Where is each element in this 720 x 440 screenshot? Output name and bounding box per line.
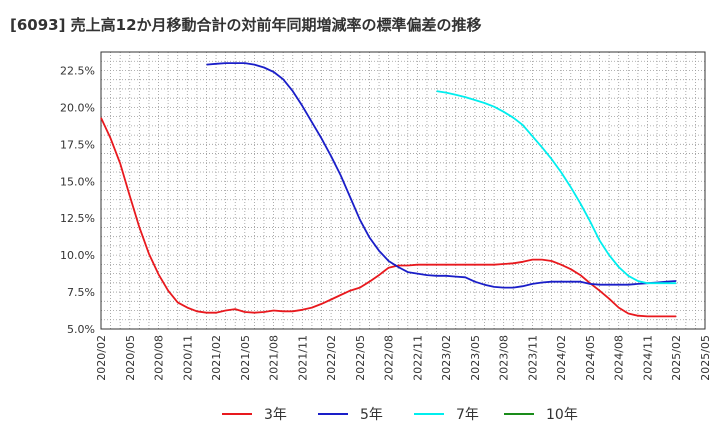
y-tick-label: 5.0% — [67, 323, 95, 336]
y-tick-label: 12.5% — [60, 212, 95, 225]
legend-item: 5年 — [318, 407, 383, 423]
legend: 3年 5年 7年 10年 — [222, 407, 578, 423]
x-tick-label: 2024/05 — [584, 335, 597, 381]
y-tick-label: 20.0% — [60, 101, 95, 114]
x-tick-label: 2022/08 — [383, 335, 396, 381]
x-tick-label: 2022/05 — [354, 335, 367, 381]
x-tick-label: 2023/02 — [440, 335, 453, 381]
legend-item: 10年 — [504, 407, 578, 423]
x-tick-label: 2022/02 — [325, 335, 338, 381]
legend-label: 3年 — [264, 407, 287, 423]
y-tick-label: 15.0% — [60, 175, 95, 188]
y-tick-label: 10.0% — [60, 249, 95, 262]
x-tick-label: 2021/11 — [296, 335, 309, 381]
x-tick-label: 2020/08 — [153, 335, 166, 381]
y-tick-label: 17.5% — [60, 138, 95, 151]
x-tick-label: 2020/11 — [181, 335, 194, 381]
x-tick-label: 2021/05 — [239, 335, 252, 381]
grid-lines — [100, 51, 706, 330]
series-line-3年 — [100, 117, 677, 318]
series-line-7年 — [436, 90, 677, 285]
x-tick-label: 2022/11 — [411, 335, 424, 381]
legend-item: 7年 — [414, 407, 479, 423]
x-tick-label: 2025/02 — [670, 335, 683, 381]
legend-item: 3年 — [222, 407, 287, 423]
x-tick-label: 2024/11 — [641, 335, 654, 381]
x-tick-label: 2021/02 — [210, 335, 223, 381]
x-tick-label: 2020/05 — [124, 335, 137, 381]
legend-label: 10年 — [546, 407, 578, 423]
x-tick-label: 2024/02 — [555, 335, 568, 381]
legend-label: 7年 — [456, 407, 479, 423]
x-tick-label: 2023/05 — [469, 335, 482, 381]
chart-title: [6093] 売上高12か月移動合計の対前年同期増減率の標準偏差の推移 — [10, 16, 482, 34]
y-tick-label: 22.5% — [60, 64, 95, 77]
legend-label: 5年 — [360, 407, 383, 423]
x-tick-label: 2021/08 — [268, 335, 281, 381]
series-lines — [100, 62, 677, 318]
series-line-5年 — [206, 62, 677, 289]
x-axis-tick-labels: 2020/02 2020/05 2020/08 2020/11 2021/02 2021/… — [95, 335, 712, 381]
x-tick-label: 2023/08 — [498, 335, 511, 381]
x-tick-label: 2025/05 — [699, 335, 712, 381]
y-axis-tick-labels: 5.0% 7.5% 10.0% 12.5% 15.0% 17.5% 20.0% 22.5% — [60, 64, 95, 336]
x-tick-label: 2024/08 — [613, 335, 626, 381]
x-tick-label: 2023/11 — [526, 335, 539, 381]
x-tick-label: 2020/02 — [95, 335, 108, 381]
y-tick-label: 7.5% — [67, 286, 95, 299]
plot-area-frame — [100, 51, 706, 330]
